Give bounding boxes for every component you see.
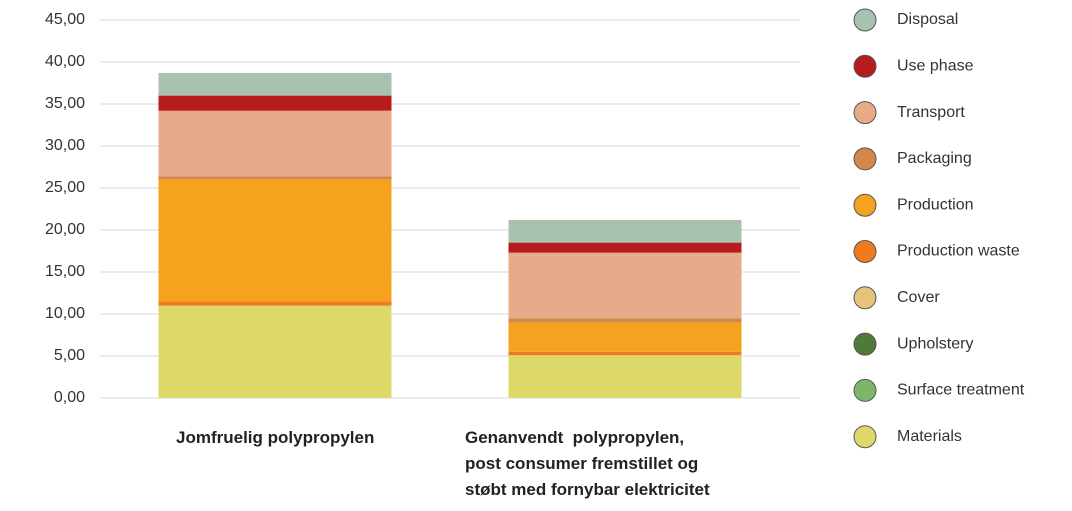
y-tick-label: 5,00 (54, 347, 85, 364)
x-tick-label: Jomfruelig polypropylen (176, 428, 375, 447)
y-tick-label: 40,00 (45, 53, 85, 70)
bar-segment (508, 252, 742, 319)
legend-icon (853, 425, 877, 449)
legend-label: Upholstery (897, 335, 973, 352)
legend-label: Materials (897, 428, 962, 445)
legend-icon (853, 54, 877, 78)
bar-segment (158, 110, 392, 177)
y-tick-label: 30,00 (45, 137, 85, 154)
bar-segment (508, 322, 742, 352)
bar-segment (508, 219, 742, 243)
legend-label: Packaging (897, 150, 972, 167)
legend-label: Production waste (897, 243, 1020, 260)
legend-icon (853, 8, 877, 32)
legend-label: Cover (897, 289, 940, 306)
y-tick-label: 35,00 (45, 95, 85, 112)
bar-segment (508, 355, 742, 398)
bar-segment (158, 95, 392, 111)
bar-segment (158, 305, 392, 398)
legend-label: Surface treatment (897, 382, 1025, 399)
legend-label: Transport (897, 104, 965, 121)
legend-label: Production (897, 196, 974, 213)
y-tick-label: 25,00 (45, 179, 85, 196)
legend-icon (853, 193, 877, 217)
bar-segment (158, 72, 392, 96)
y-tick-label: 20,00 (45, 221, 85, 238)
bar-segment (508, 351, 742, 356)
legend-icon (853, 101, 877, 125)
legend-icon (853, 378, 877, 402)
y-tick-label: 0,00 (54, 389, 85, 406)
bar-segment (508, 318, 742, 323)
bar-segment (158, 301, 392, 306)
legend-label: Use phase (897, 58, 974, 75)
bar-segment (508, 242, 742, 253)
legend-icon (853, 332, 877, 356)
y-tick-label: 15,00 (45, 263, 85, 280)
bar-segment (158, 179, 392, 302)
x-tick-label: Genanvendt polypropylen, post consumer f… (465, 428, 710, 499)
bar-segment (158, 176, 392, 180)
y-tick-label: 10,00 (45, 305, 85, 322)
legend-icon (853, 240, 877, 263)
legend-label: Disposal (897, 11, 958, 28)
legend-icon (853, 147, 877, 171)
y-tick-label: 45,00 (45, 11, 85, 28)
legend-icon (853, 286, 877, 310)
